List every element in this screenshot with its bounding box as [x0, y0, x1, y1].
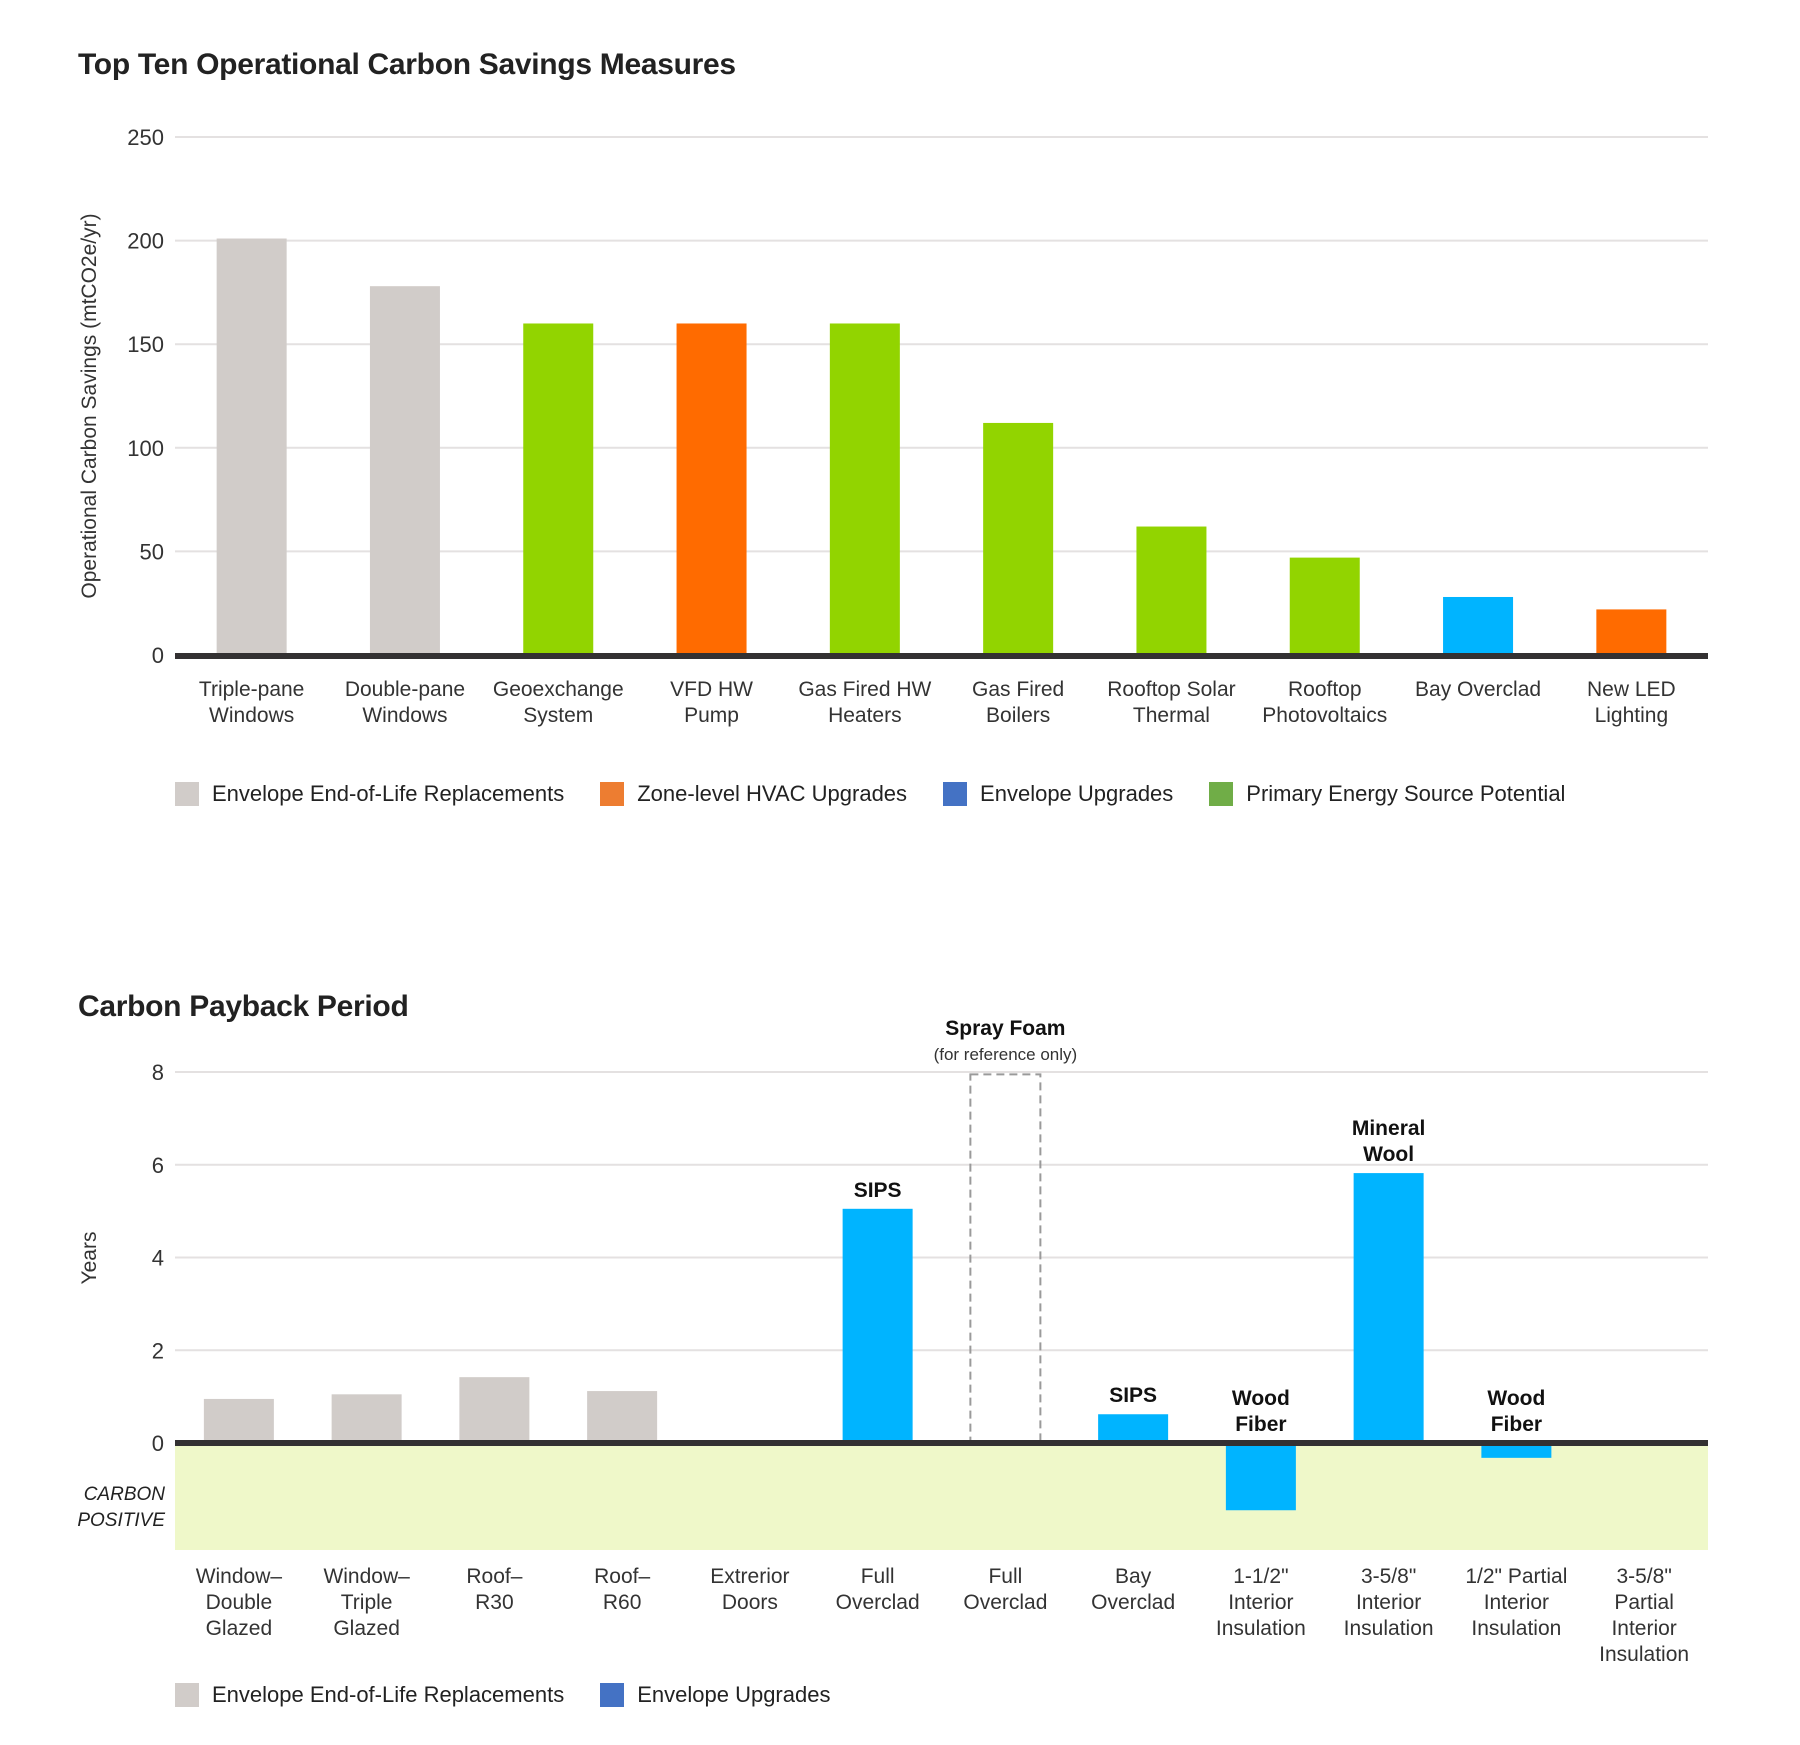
bar — [1225, 1443, 1296, 1511]
legend-swatch — [600, 1683, 625, 1707]
legend-swatch — [600, 782, 625, 806]
x-tick-label: Bay Overclad — [1091, 1565, 1175, 1614]
x-tick-label: 3-5/8" Partial Interior Insulation — [1599, 1565, 1689, 1666]
y-tick-label: 0 — [152, 1431, 164, 1456]
x-tick-label: 3-5/8" Interior Insulation — [1344, 1565, 1434, 1640]
bar — [587, 1391, 658, 1443]
bar — [1596, 609, 1667, 655]
legend-item: Envelope Upgrades — [600, 1682, 830, 1708]
bar — [676, 323, 747, 655]
bar-annotation: Mineral Wool — [1352, 1117, 1426, 1166]
x-tick-label: Rooftop Solar Thermal — [1107, 678, 1235, 727]
x-tick-label: Window– Double Glazed — [196, 1565, 283, 1640]
bar — [1098, 1414, 1169, 1443]
bar — [216, 238, 287, 655]
operational-savings-chart: 0 50 100 150 200 250 Operational Carbon Saving… — [78, 125, 1708, 727]
y-tick-label: 2 — [152, 1338, 164, 1363]
carbon-positive-label: CARBON POSITIVE — [77, 1484, 165, 1531]
bar — [842, 1208, 913, 1443]
y-axis-title: Operational Carbon Savings (mtCO2e/yr) — [78, 213, 101, 598]
y-tick-label: 200 — [127, 229, 164, 254]
chart-title-carbon-payback: Carbon Payback Period — [78, 990, 409, 1023]
legend-item: Zone-level HVAC Upgrades — [600, 781, 907, 807]
legend-item: Envelope Upgrades — [943, 781, 1173, 807]
bar — [459, 1377, 530, 1443]
bar-annotation: Wood Fiber — [1487, 1387, 1545, 1436]
x-tick-label: VFD HW Pump — [670, 678, 753, 727]
legend-label: Envelope End-of-Life Replacements — [212, 781, 565, 806]
reference-annotation-title: Spray Foam — [945, 1017, 1065, 1040]
bar — [369, 286, 440, 655]
x-tick-label: Full Overclad — [963, 1565, 1047, 1614]
legend-label: Envelope End-of-Life Replacements — [212, 1682, 565, 1707]
y-tick-label: 8 — [152, 1060, 164, 1085]
legend-swatch — [943, 782, 968, 806]
legend-swatch — [175, 782, 199, 806]
y-tick-label: 50 — [140, 539, 164, 564]
legend-label: Envelope Upgrades — [980, 781, 1174, 806]
x-tick-label: Extrerior Doors — [710, 1565, 789, 1614]
y-tick-label: 250 — [127, 125, 164, 150]
legend-item: Envelope End-of-Life Replacements — [175, 1682, 564, 1708]
y-tick-label: 0 — [152, 643, 164, 668]
x-tick-label: Double-pane Windows — [345, 678, 465, 727]
x-tick-label: Gas Fired HW Heaters — [798, 678, 931, 727]
legend-label: Zone-level HVAC Upgrades — [637, 781, 908, 806]
bar — [1289, 557, 1360, 655]
x-tick-label: Gas Fired Boilers — [972, 678, 1064, 727]
y-axis-title: Years — [78, 1232, 101, 1285]
legend-label: Primary Energy Source Potential — [1246, 781, 1566, 806]
bar — [203, 1398, 274, 1443]
legend-item: Primary Energy Source Potential — [1209, 781, 1565, 807]
x-tick-label: 1-1/2" Interior Insulation — [1216, 1565, 1306, 1640]
legend-label: Envelope Upgrades — [637, 1682, 831, 1707]
x-tick-label: Full Overclad — [836, 1565, 920, 1614]
bar — [1443, 596, 1514, 655]
bar — [523, 323, 594, 655]
y-tick-label: 4 — [152, 1246, 164, 1271]
x-tick-label: Geoexchange System — [493, 678, 624, 727]
y-tick-label: 6 — [152, 1153, 164, 1178]
x-tick-label: Rooftop Photovoltaics — [1262, 678, 1387, 727]
chart-title-operational-savings: Top Ten Operational Carbon Savings Measu… — [78, 48, 736, 81]
x-tick-label: 1/2" Partial Interior Insulation — [1465, 1565, 1567, 1640]
legend-swatch — [175, 1683, 199, 1707]
legend-operational-savings: Envelope End-of-Life Replacements Zone-le… — [175, 781, 1601, 807]
bar — [331, 1394, 402, 1443]
x-tick-label: Roof– R60 — [594, 1565, 650, 1614]
bar — [1481, 1443, 1552, 1458]
legend-carbon-payback: Envelope End-of-Life Replacements Envelop… — [175, 1682, 866, 1708]
bar-annotation: SIPS — [1109, 1384, 1157, 1407]
bar-annotation: Wood Fiber — [1232, 1387, 1290, 1436]
x-tick-label: New LED Lighting — [1587, 678, 1676, 727]
legend-swatch — [1209, 782, 1234, 806]
bar — [983, 422, 1054, 655]
bar — [1353, 1173, 1424, 1443]
carbon-positive-region — [175, 1443, 1708, 1550]
x-tick-label: Window– Triple Glazed — [323, 1565, 410, 1640]
bar — [1136, 526, 1207, 655]
x-tick-label: Roof– R30 — [466, 1565, 522, 1614]
bar-annotation: SIPS — [854, 1179, 902, 1202]
reference-bar — [969, 1073, 1042, 1444]
x-tick-label: Triple-pane Windows — [199, 678, 304, 727]
bar — [829, 323, 900, 655]
reference-annotation-subtitle: (for reference only) — [934, 1045, 1078, 1064]
y-tick-label: 100 — [127, 436, 164, 461]
x-tick-label: Bay Overclad — [1415, 678, 1541, 701]
legend-item: Envelope End-of-Life Replacements — [175, 781, 564, 807]
y-tick-label: 150 — [127, 332, 164, 357]
